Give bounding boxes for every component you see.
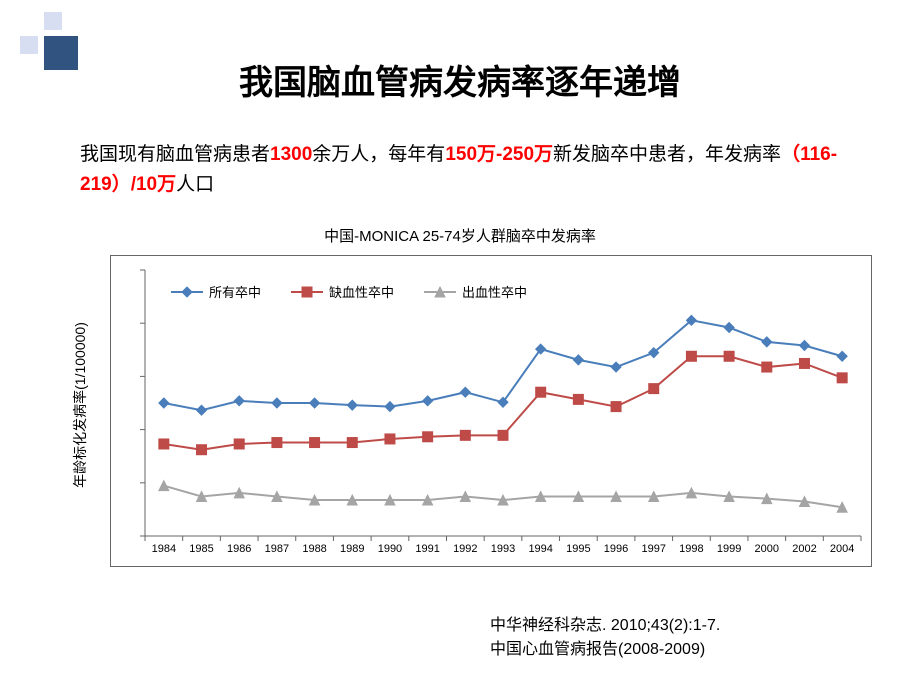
citation: 中华神经科杂志. 2010;43(2):1-7. 中国心血管病报告(2008-2… [490, 614, 720, 662]
svg-text:1995: 1995 [566, 543, 590, 555]
svg-text:1985: 1985 [189, 543, 213, 555]
svg-text:1993: 1993 [491, 543, 515, 555]
sub-t2: 余万人，每年有 [312, 144, 445, 165]
svg-text:1999: 1999 [717, 543, 741, 555]
svg-text:1986: 1986 [227, 543, 251, 555]
line-chart: 1984 1985 1986 1987 1988 1989 1990 1991 1992 1993… [111, 256, 871, 566]
svg-text:1984: 1984 [152, 543, 176, 555]
svg-text:1987: 1987 [265, 543, 289, 555]
svg-text:出血性卒中: 出血性卒中 [462, 285, 527, 300]
svg-text:2000: 2000 [755, 543, 779, 555]
svg-text:2002: 2002 [792, 543, 816, 555]
svg-text:缺血性卒中: 缺血性卒中 [329, 285, 394, 300]
sub-t3: 新发脑卒中患者，年发病率 [553, 144, 781, 165]
svg-text:1994: 1994 [528, 543, 552, 555]
subtitle-text: 我国现有脑血管病患者1300余万人，每年有150万-250万新发脑卒中患者，年发… [80, 140, 880, 201]
sub-r1: 1300 [270, 144, 312, 165]
deco-square-1 [20, 36, 38, 54]
svg-text:2004: 2004 [830, 543, 854, 555]
sub-t4: 人口 [176, 174, 214, 195]
citation-line2: 中国心血管病报告(2008-2009) [490, 638, 720, 662]
svg-text:1997: 1997 [641, 543, 665, 555]
y-axis-label: 年龄标化发病率(1/100000) [70, 250, 90, 560]
chart-area: 1984 1985 1986 1987 1988 1989 1990 1991 1992 1993… [110, 255, 872, 567]
svg-text:1990: 1990 [378, 543, 402, 555]
svg-text:1991: 1991 [415, 543, 439, 555]
svg-text:1998: 1998 [679, 543, 703, 555]
slide-title: 我国脑血管病发病率逐年递增 [0, 55, 920, 104]
svg-text:所有卒中: 所有卒中 [209, 285, 261, 300]
chart-title: 中国-MONICA 25-74岁人群脑卒中发病率 [0, 225, 920, 246]
deco-square-2 [44, 12, 62, 30]
svg-text:1989: 1989 [340, 543, 364, 555]
svg-text:1992: 1992 [453, 543, 477, 555]
sub-t1: 我国现有脑血管病患者 [80, 144, 270, 165]
svg-text:1988: 1988 [302, 543, 326, 555]
citation-line1: 中华神经科杂志. 2010;43(2):1-7. [490, 614, 720, 638]
svg-text:1996: 1996 [604, 543, 628, 555]
sub-r2: 150万-250万 [445, 144, 553, 165]
